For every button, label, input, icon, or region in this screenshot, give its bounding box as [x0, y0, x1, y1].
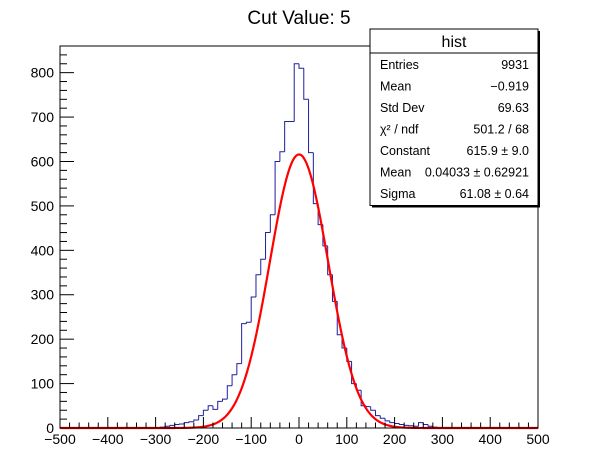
histogram-bin [226, 385, 233, 400]
stats-row-value: 61.08 ± 0.64 [460, 187, 529, 201]
histogram-bin [303, 68, 309, 100]
x-tick-label: −200 [188, 431, 220, 447]
histogram-bin [241, 323, 247, 364]
stats-row-label: Std Dev [380, 101, 425, 115]
histogram-bin [169, 424, 175, 427]
y-tick-label: 200 [31, 331, 55, 347]
x-tick-label: −100 [235, 431, 267, 447]
x-tick-label: 300 [431, 431, 455, 447]
stats-row-value: −0.919 [490, 80, 529, 94]
histogram-bin [293, 63, 299, 122]
stats-row-value: 9931 [501, 58, 529, 72]
chart-title: Cut Value: 5 [247, 8, 350, 29]
y-tick-label: 400 [31, 242, 55, 258]
x-tick-label: 100 [335, 431, 359, 447]
stats-box: hist Entries 9931 Mean −0.919 Std Dev 69.63 χ² … [369, 28, 540, 208]
histogram-bin [265, 232, 271, 260]
histogram-bin [217, 400, 223, 410]
histogram-bin [384, 418, 390, 422]
histogram-bin [222, 398, 228, 402]
stats-box-title: hist [442, 34, 467, 51]
histogram-bin [298, 63, 304, 69]
histogram-bin [207, 405, 213, 411]
histogram-bin [422, 422, 429, 425]
histogram-bin [308, 99, 314, 154]
y-tick-label: 0 [46, 420, 54, 436]
y-tick-label: 300 [31, 287, 55, 303]
y-tick-label: 500 [31, 198, 55, 214]
histogram-bin [212, 405, 218, 410]
stats-box-frame [369, 28, 539, 206]
histogram-bin [394, 422, 400, 425]
stats-row-label: Mean [380, 166, 411, 180]
histogram-bin [260, 258, 266, 275]
histogram-bin [183, 422, 190, 425]
histogram-bin [398, 423, 405, 425]
y-tick-label: 700 [31, 109, 55, 125]
histogram-bin [370, 406, 376, 411]
stats-row-value: 0.04033 ± 0.62921 [425, 166, 529, 180]
y-tick-label: 100 [31, 376, 55, 392]
stats-row-label: Sigma [380, 187, 415, 201]
histogram-bin [374, 410, 381, 417]
y-tick-label: 600 [31, 153, 55, 169]
histogram-bin [250, 296, 256, 323]
axes: −500 −400 −300 −200 −100 0 100 200 300 400 500 0 100… [31, 45, 550, 447]
histogram-bin [427, 424, 433, 427]
stats-row-label: Constant [380, 144, 431, 158]
histogram-bin [279, 151, 285, 162]
histogram-bin [403, 424, 409, 426]
histogram-bin [255, 274, 261, 297]
x-tick-label: 400 [479, 431, 503, 447]
histogram-bin [174, 423, 180, 426]
x-tick-label: −400 [92, 431, 124, 447]
stats-row-label: χ² / ndf [380, 123, 419, 137]
histogram-bin [236, 363, 242, 375]
histogram-bin [202, 409, 209, 416]
stats-row-value: 615.9 ± 9.0 [467, 144, 530, 158]
stats-row-value: 501.2 / 68 [473, 123, 529, 137]
histogram-bin [365, 405, 371, 408]
stats-row-label: Mean [380, 80, 411, 94]
histogram-bin [274, 160, 280, 215]
x-tick-label: −300 [140, 431, 172, 447]
stats-row-value: 69.63 [498, 101, 529, 115]
histogram-bin [193, 419, 199, 422]
histogram-bin [379, 415, 386, 419]
x-tick-label: 0 [295, 431, 303, 447]
histogram-bin [284, 121, 290, 152]
x-tick-label: 500 [526, 431, 550, 447]
histogram-bin [231, 374, 237, 386]
histogram-bin [198, 415, 204, 421]
x-tick-label: −500 [44, 431, 76, 447]
stats-row-label: Entries [380, 58, 419, 72]
histogram-bin [188, 421, 194, 423]
y-tick-label: 800 [31, 65, 55, 81]
histogram-bin [245, 321, 252, 324]
histogram-bin [389, 420, 395, 424]
x-tick-label: 200 [383, 431, 407, 447]
histogram-bin [269, 214, 276, 233]
histogram-bin [418, 422, 424, 427]
